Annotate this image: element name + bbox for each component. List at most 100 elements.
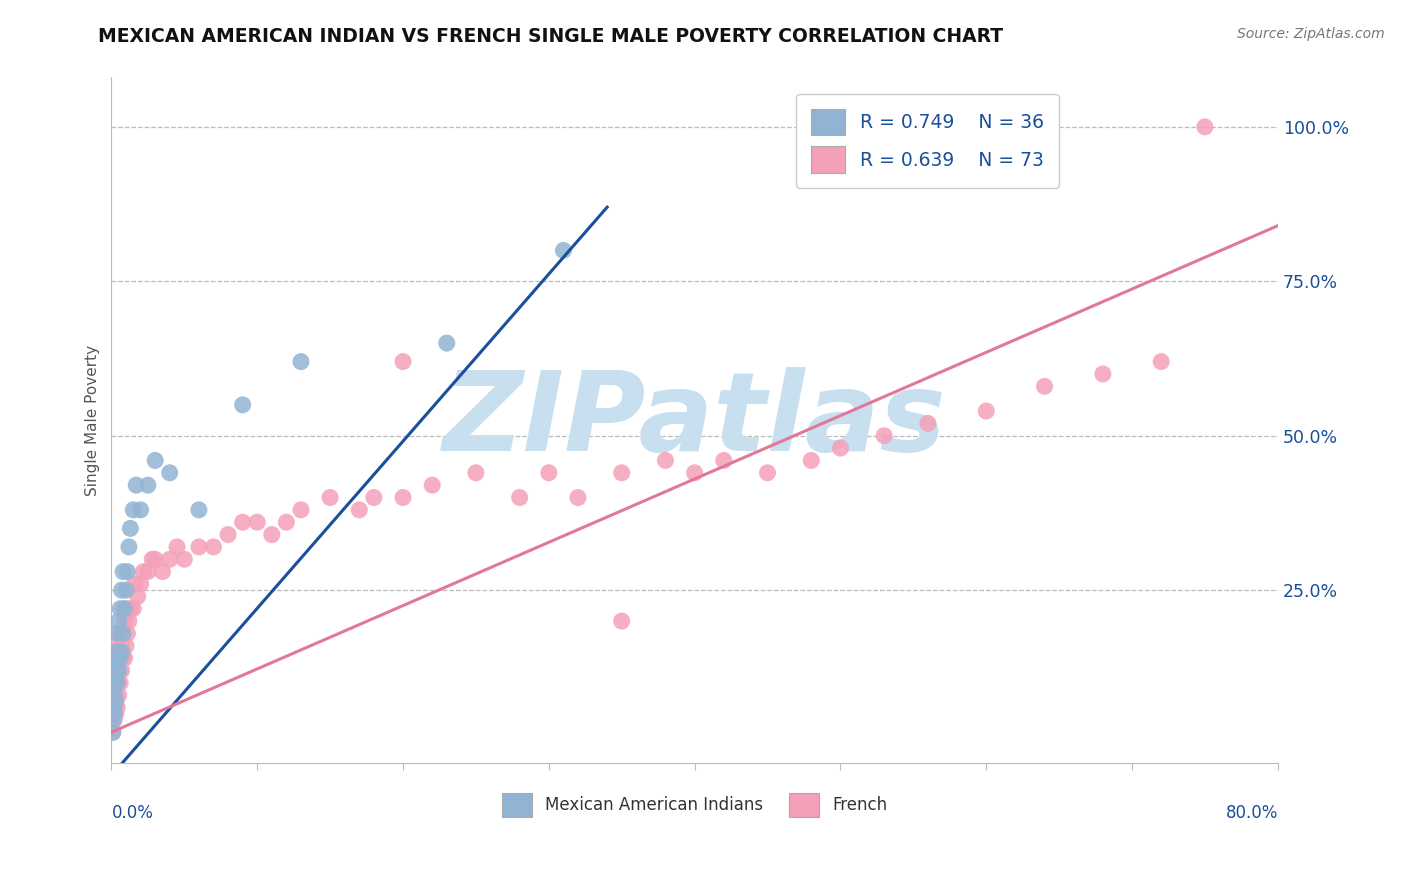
Point — [290, 503, 312, 517]
Text: Source: ZipAtlas.com: Source: ZipAtlas.com — [1237, 27, 1385, 41]
Point — [1033, 379, 1056, 393]
Point — [115, 601, 138, 615]
Point — [136, 565, 159, 579]
Point — [392, 491, 415, 505]
Point — [107, 639, 129, 653]
Point — [132, 565, 155, 579]
Point — [122, 601, 145, 615]
Point — [873, 428, 896, 442]
Text: 80.0%: 80.0% — [1226, 805, 1278, 822]
Point — [173, 552, 195, 566]
Point — [654, 453, 676, 467]
Point — [103, 688, 125, 702]
Point — [107, 664, 129, 678]
Point — [101, 700, 124, 714]
Point — [187, 503, 209, 517]
Point — [101, 725, 124, 739]
Point — [112, 626, 135, 640]
Point — [104, 694, 127, 708]
Point — [108, 651, 131, 665]
Point — [117, 626, 139, 640]
Point — [509, 491, 531, 505]
Point — [129, 503, 152, 517]
Point — [108, 626, 131, 640]
Point — [166, 540, 188, 554]
Point — [117, 565, 139, 579]
Point — [246, 515, 269, 529]
Point — [118, 614, 141, 628]
Point — [115, 639, 138, 653]
Point — [464, 466, 486, 480]
Point — [349, 503, 371, 517]
Point — [1150, 354, 1173, 368]
Point — [129, 577, 152, 591]
Point — [107, 664, 129, 678]
Point — [104, 706, 127, 721]
Point — [290, 354, 312, 368]
Legend: Mexican American Indians, French: Mexican American Indians, French — [495, 787, 894, 823]
Point — [122, 503, 145, 517]
Point — [120, 521, 142, 535]
Point — [683, 466, 706, 480]
Point — [105, 675, 128, 690]
Point — [420, 478, 443, 492]
Point — [217, 527, 239, 541]
Point — [114, 601, 136, 615]
Point — [124, 577, 146, 591]
Point — [108, 601, 131, 615]
Point — [276, 515, 298, 529]
Point — [101, 713, 124, 727]
Point — [107, 688, 129, 702]
Point — [110, 664, 132, 678]
Point — [187, 540, 209, 554]
Point — [127, 590, 149, 604]
Point — [141, 552, 163, 566]
Point — [115, 583, 138, 598]
Point — [713, 453, 735, 467]
Point — [232, 515, 254, 529]
Point — [105, 700, 128, 714]
Point — [101, 713, 124, 727]
Point — [103, 706, 125, 721]
Point — [1194, 120, 1216, 134]
Point — [114, 651, 136, 665]
Point — [105, 675, 128, 690]
Point — [104, 664, 127, 678]
Point — [120, 601, 142, 615]
Point — [103, 675, 125, 690]
Point — [103, 700, 125, 714]
Point — [125, 478, 148, 492]
Point — [112, 651, 135, 665]
Point — [159, 466, 181, 480]
Point — [105, 651, 128, 665]
Text: ZIPatlas: ZIPatlas — [443, 367, 946, 474]
Point — [112, 626, 135, 640]
Point — [112, 565, 135, 579]
Point — [800, 453, 823, 467]
Point — [152, 565, 174, 579]
Point — [101, 725, 124, 739]
Point — [260, 527, 283, 541]
Point — [610, 466, 633, 480]
Point — [1091, 367, 1114, 381]
Point — [159, 552, 181, 566]
Point — [143, 552, 166, 566]
Point — [363, 491, 385, 505]
Point — [110, 645, 132, 659]
Point — [103, 713, 125, 727]
Point — [319, 491, 342, 505]
Text: 0.0%: 0.0% — [111, 805, 153, 822]
Point — [974, 404, 997, 418]
Point — [917, 417, 939, 431]
Point — [537, 466, 560, 480]
Point — [110, 639, 132, 653]
Point — [108, 651, 131, 665]
Point — [101, 700, 124, 714]
Point — [143, 453, 166, 467]
Point — [103, 688, 125, 702]
Point — [202, 540, 225, 554]
Point — [756, 466, 779, 480]
Point — [830, 441, 852, 455]
Point — [108, 675, 131, 690]
Point — [232, 398, 254, 412]
